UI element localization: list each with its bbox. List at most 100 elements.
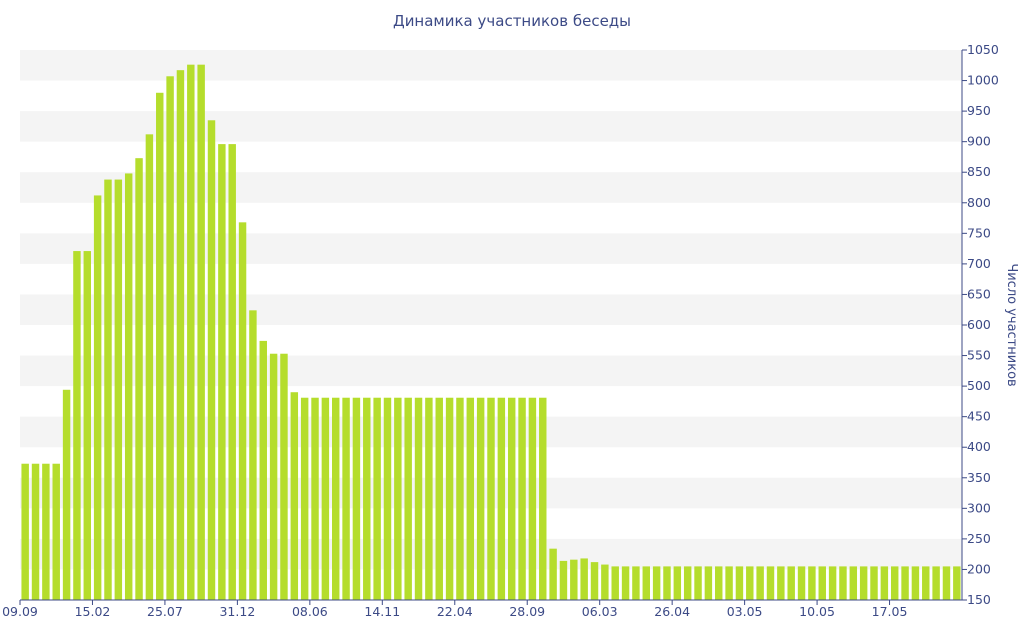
bar (683, 566, 692, 600)
bar (787, 566, 795, 600)
x-tick-label: 14.11 (364, 604, 400, 619)
bar (725, 566, 733, 600)
x-tick-label: 31.12 (219, 604, 255, 619)
y-tick-label: 1050 (967, 42, 999, 57)
bar (383, 397, 392, 600)
bar (808, 566, 816, 600)
bar (321, 397, 330, 600)
bar (269, 353, 278, 600)
bar (673, 566, 682, 600)
bar (507, 397, 516, 600)
bar (176, 70, 185, 601)
bar (280, 353, 288, 600)
bar (104, 179, 112, 600)
bar (570, 559, 578, 600)
bar (62, 389, 71, 600)
bar (93, 195, 102, 600)
bar (890, 566, 899, 600)
y-tick-label: 450 (967, 409, 991, 424)
x-tick-label: 10.05 (799, 604, 835, 619)
bar (83, 251, 92, 600)
x-tick-label: 15.02 (75, 604, 111, 619)
bar (156, 92, 164, 600)
bar (735, 566, 744, 600)
bar (218, 144, 226, 601)
bar (425, 397, 433, 600)
bar (828, 566, 837, 600)
x-tick-label: 17.05 (872, 604, 908, 619)
bar (52, 463, 60, 600)
bar (404, 397, 412, 600)
bar (497, 397, 506, 600)
bar (797, 566, 806, 600)
y-tick-label: 600 (967, 317, 991, 332)
bar (694, 566, 702, 600)
y-tick-label: 1000 (967, 73, 999, 88)
bar (414, 397, 423, 600)
bar (922, 566, 930, 600)
bar (870, 566, 878, 600)
y-tick-label: 350 (967, 470, 991, 485)
y-tick-label: 650 (967, 286, 991, 301)
y-tick-label: 400 (967, 439, 991, 454)
bar (73, 251, 81, 600)
bar (590, 562, 599, 600)
bar (332, 397, 340, 600)
y-tick-label: 900 (967, 134, 991, 149)
bar (114, 179, 123, 600)
bar (642, 566, 650, 600)
y-ticks-group: 150 200 250 300 350 400 450 500 550 600 650 700 750 8… (962, 42, 999, 607)
x-tick-label: 26.04 (654, 604, 690, 619)
y-axis-label: Число участников (1004, 263, 1019, 386)
bar (518, 397, 526, 600)
bar (663, 566, 671, 600)
x-tick-label: 09.09 (2, 604, 38, 619)
bar (445, 397, 454, 600)
y-tick-label: 300 (967, 500, 991, 515)
bar (880, 566, 889, 600)
bar (228, 144, 236, 601)
y-tick-label: 250 (967, 531, 991, 546)
bar (31, 463, 40, 600)
bar (901, 566, 909, 600)
y-tick-label: 850 (967, 164, 991, 179)
bar (342, 397, 350, 600)
bar (559, 560, 568, 600)
bar (145, 134, 154, 600)
bar (42, 463, 50, 600)
bar (715, 566, 723, 600)
bar (135, 158, 143, 601)
bar (166, 76, 174, 600)
bar (632, 566, 640, 600)
bar (394, 397, 402, 600)
bar (859, 566, 868, 600)
bar (207, 120, 216, 600)
bar (746, 566, 754, 600)
bar (849, 566, 858, 600)
bar (124, 173, 133, 600)
bar (249, 310, 257, 600)
bar (539, 397, 547, 600)
y-tick-label: 800 (967, 195, 991, 210)
x-ticks-group: 09.09 15.02 25.07 31.12 08.06 14.11 22.04 28.09… (2, 600, 907, 619)
bar (466, 397, 475, 600)
bar (456, 397, 464, 600)
bar (311, 397, 319, 600)
bar (621, 566, 630, 600)
y-tick-label: 500 (967, 378, 991, 393)
bar (704, 566, 713, 600)
bar (953, 566, 961, 600)
bar (238, 222, 247, 600)
bar (300, 397, 309, 600)
chart-title: Динамика участников беседы (392, 12, 632, 30)
bar (476, 397, 485, 600)
bar (21, 463, 29, 600)
bar (187, 64, 195, 601)
y-tick-label: 550 (967, 348, 991, 363)
bar (942, 566, 951, 600)
grid-band (20, 50, 962, 81)
bar (839, 566, 847, 600)
bar (777, 566, 785, 600)
bar (756, 566, 764, 600)
